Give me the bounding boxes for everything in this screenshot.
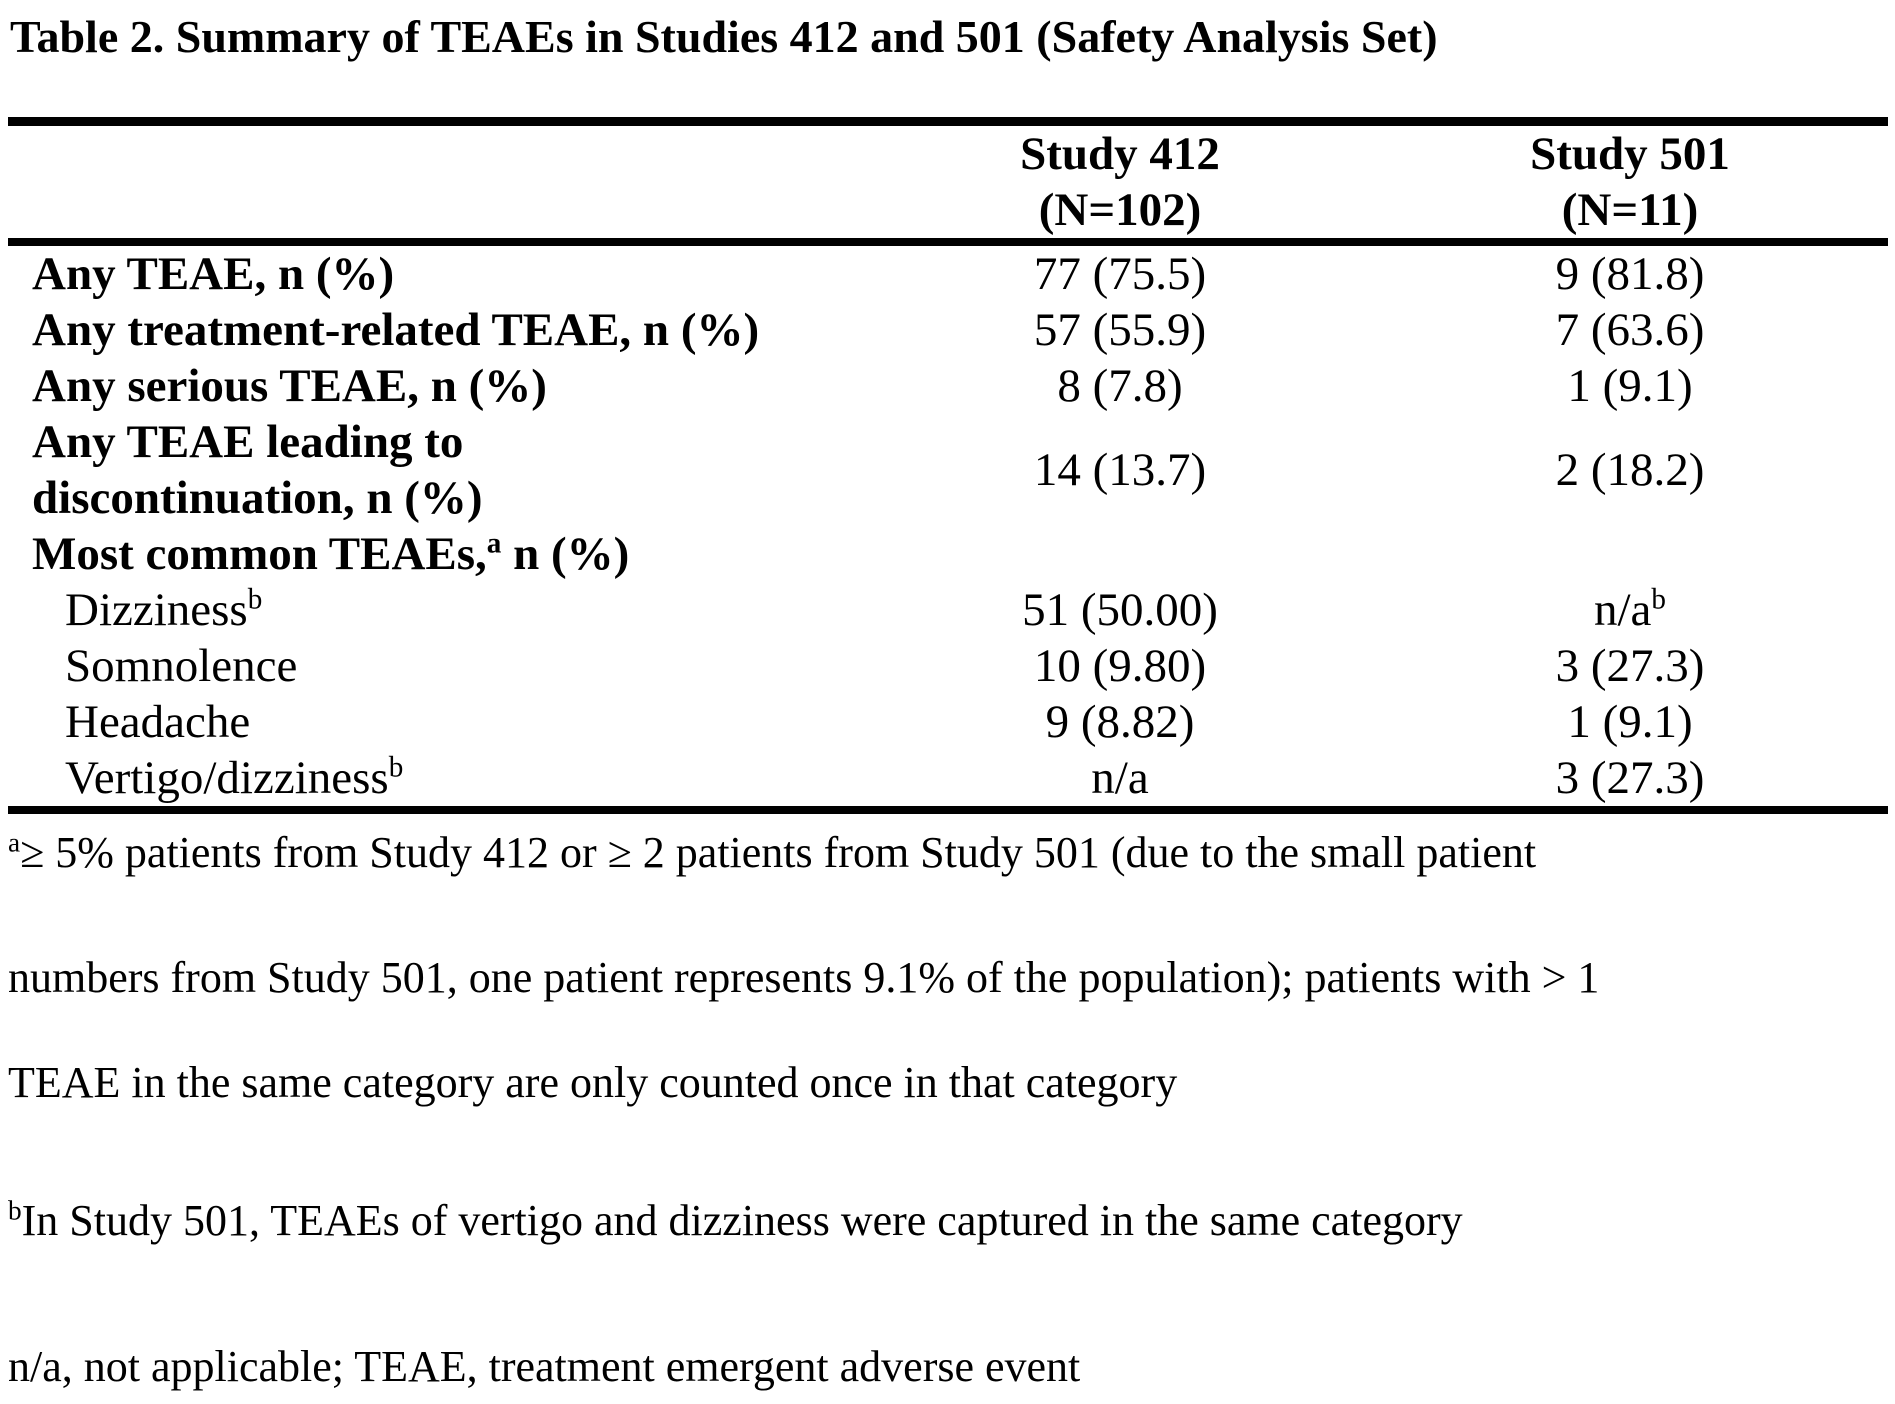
footnote-a-line1-text: ≥ 5% patients from Study 412 or ≥ 2 pati… xyxy=(20,828,1537,877)
table-row-headache: Headache 9 (8.82) 1 (9.1) xyxy=(8,694,1888,750)
footnote-b-text: In Study 501, TEAEs of vertigo and dizzi… xyxy=(21,1196,1463,1245)
row-label: Dizzinessb xyxy=(8,582,850,638)
row-value-text: n/a xyxy=(1594,584,1652,636)
footnote-abbreviations: n/a, not applicable; TEAE, treatment eme… xyxy=(8,1342,1895,1392)
header-spacer xyxy=(8,126,850,238)
row-label-line2: discontinuation, n (%) xyxy=(32,472,483,524)
table-row-somnolence: Somnolence 10 (9.80) 3 (27.3) xyxy=(8,638,1888,694)
row-label: Most common TEAEs,a n (%) xyxy=(8,526,850,582)
row-label-text: Dizziness xyxy=(65,584,248,636)
footnotes: a≥ 5% patients from Study 412 or ≥ 2 pat… xyxy=(8,828,1895,1392)
row-value-study-412: 14 (13.7) xyxy=(1033,444,1207,496)
footnote-b-marker: b xyxy=(1651,583,1666,616)
row-value-study-501: n/ab xyxy=(1390,582,1870,638)
footnote-b-marker: b xyxy=(8,1195,22,1226)
row-label-text: Somnolence xyxy=(65,640,298,692)
footnote-b: bIn Study 501, TEAEs of vertigo and dizz… xyxy=(8,1196,1895,1246)
row-label-text: Most common TEAEs, xyxy=(32,528,487,580)
table-row-most-common-teaes: Most common TEAEs,a n (%) xyxy=(8,526,1888,582)
row-label: Any TEAE, n (%) xyxy=(8,246,850,302)
column-header-study-412-name: Study 412 xyxy=(1020,128,1220,180)
footnote-a-line2: numbers from Study 501, one patient repr… xyxy=(8,953,1895,1003)
row-value-study-412: 77 (75.5) xyxy=(1033,248,1207,300)
table-row-any-teae: Any TEAE, n (%) 77 (75.5) 9 (81.8) xyxy=(8,246,1888,302)
row-label: Any TEAE leading to discontinuation, n (… xyxy=(8,414,850,526)
row-label: Any serious TEAE, n (%) xyxy=(8,358,850,414)
footnote-b-marker: b xyxy=(388,751,404,784)
footnote-a-line1: a≥ 5% patients from Study 412 or ≥ 2 pat… xyxy=(8,828,1895,878)
table-header-row: Study 412 (N=102) Study 501 (N=11) xyxy=(8,126,1888,246)
row-label: Any treatment-related TEAE, n (%) xyxy=(8,302,850,358)
row-value-study-501: 3 (27.3) xyxy=(1555,752,1705,804)
table-row-vertigo-dizziness: Vertigo/dizzinessb n/a 3 (27.3) xyxy=(8,750,1888,806)
row-value-study-412: 51 (50.00) xyxy=(1022,584,1218,636)
footnote-abbreviations-text: n/a, not applicable; TEAE, treatment eme… xyxy=(8,1342,1081,1391)
footnote-a-line3-text: TEAE in the same category are only count… xyxy=(8,1058,1178,1107)
footnote-b-marker: b xyxy=(247,583,263,616)
table-title: Table 2. Summary of TEAEs in Studies 412… xyxy=(10,11,1438,62)
column-header-study-501: Study 501 (N=11) xyxy=(1390,126,1870,238)
row-value-study-501: 7 (63.6) xyxy=(1555,304,1705,356)
row-value-study-501: 9 (81.8) xyxy=(1555,248,1705,300)
table-row-treatment-related-teae: Any treatment-related TEAE, n (%) 57 (55… xyxy=(8,302,1888,358)
teae-summary-table: Study 412 (N=102) Study 501 (N=11) Any T… xyxy=(8,117,1888,814)
footnote-a-marker: a xyxy=(8,827,21,858)
row-label: Somnolence xyxy=(8,638,850,694)
row-label: Headache xyxy=(8,694,850,750)
column-header-study-412: Study 412 (N=102) xyxy=(850,126,1390,238)
row-label-text: Any TEAE, n (%) xyxy=(32,248,395,300)
row-value-study-501: 1 (9.1) xyxy=(1567,696,1693,748)
row-value-study-412: 57 (55.9) xyxy=(1033,304,1207,356)
row-value-study-412: 10 (9.80) xyxy=(1033,640,1207,692)
row-label-text: Vertigo/dizziness xyxy=(65,752,389,804)
row-value-study-412: 9 (8.82) xyxy=(1045,696,1195,748)
column-header-study-501-n: (N=11) xyxy=(1561,184,1699,236)
column-header-study-501-name: Study 501 xyxy=(1530,128,1730,180)
table-row-dizziness: Dizzinessb 51 (50.00) n/ab xyxy=(8,582,1888,638)
row-label-text: Any serious TEAE, n (%) xyxy=(32,360,547,412)
row-value-study-412: n/a xyxy=(1091,752,1149,804)
footnote-a-line2-text: numbers from Study 501, one patient repr… xyxy=(8,953,1600,1002)
footnote-a-line3: TEAE in the same category are only count… xyxy=(8,1058,1895,1108)
row-value-study-501: 1 (9.1) xyxy=(1567,360,1693,412)
row-value-study-501: 3 (27.3) xyxy=(1555,640,1705,692)
column-header-study-412-n: (N=102) xyxy=(1038,184,1202,236)
row-value-study-501: 2 (18.2) xyxy=(1555,444,1705,496)
row-label-text: Any treatment-related TEAE, n (%) xyxy=(32,304,760,356)
row-label: Vertigo/dizzinessb xyxy=(8,750,850,806)
row-label-line1: Any TEAE leading to xyxy=(32,416,464,468)
footnote-a-marker: a xyxy=(486,527,502,560)
table-row-teae-discontinuation: Any TEAE leading to discontinuation, n (… xyxy=(8,414,1888,526)
row-label-text-after: n (%) xyxy=(501,528,630,580)
table-row-serious-teae: Any serious TEAE, n (%) 8 (7.8) 1 (9.1) xyxy=(8,358,1888,414)
row-label-text: Headache xyxy=(65,696,251,748)
row-value-study-412: 8 (7.8) xyxy=(1057,360,1183,412)
